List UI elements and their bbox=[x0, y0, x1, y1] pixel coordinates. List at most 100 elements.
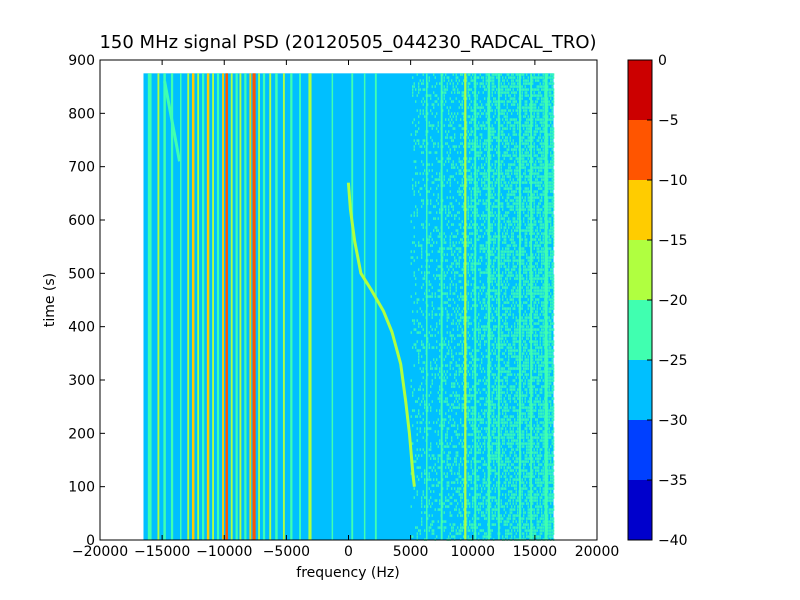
noise-speck bbox=[467, 82, 469, 85]
noise-speck bbox=[485, 157, 487, 160]
noise-speck bbox=[473, 211, 475, 214]
noise-speck bbox=[503, 259, 505, 262]
noise-speck bbox=[508, 220, 510, 223]
noise-speck bbox=[509, 532, 511, 535]
noise-speck bbox=[434, 373, 436, 376]
noise-speck bbox=[445, 208, 447, 211]
noise-speck bbox=[505, 520, 507, 523]
noise-speck bbox=[448, 154, 450, 157]
noise-speck bbox=[496, 391, 498, 394]
noise-speck bbox=[437, 454, 439, 457]
noise-speck bbox=[509, 460, 511, 463]
noise-speck bbox=[446, 295, 448, 298]
noise-speck bbox=[526, 73, 528, 76]
noise-speck bbox=[526, 346, 528, 349]
noise-speck bbox=[523, 511, 525, 514]
noise-speck bbox=[511, 430, 513, 433]
noise-speck bbox=[517, 457, 519, 460]
noise-speck bbox=[496, 283, 498, 286]
noise-speck bbox=[494, 496, 496, 499]
noise-speck bbox=[463, 241, 465, 244]
noise-speck bbox=[482, 76, 484, 79]
noise-speck bbox=[524, 400, 526, 403]
noise-speck bbox=[503, 151, 505, 154]
noise-speck bbox=[431, 139, 433, 142]
noise-speck bbox=[446, 313, 448, 316]
noise-speck bbox=[476, 238, 478, 241]
noise-speck bbox=[445, 418, 447, 421]
noise-speck bbox=[470, 322, 472, 325]
noise-speck bbox=[430, 109, 432, 112]
noise-speck bbox=[506, 466, 508, 469]
noise-speck bbox=[508, 133, 510, 136]
noise-speck bbox=[478, 445, 480, 448]
noise-speck bbox=[482, 202, 484, 205]
noise-speck bbox=[524, 343, 526, 346]
noise-speck bbox=[443, 379, 445, 382]
noise-speck bbox=[457, 406, 459, 409]
noise-speck bbox=[457, 304, 459, 307]
noise-speck bbox=[431, 328, 433, 331]
noise-speck bbox=[451, 214, 453, 217]
noise-speck bbox=[521, 124, 523, 127]
noise-speck bbox=[503, 103, 505, 106]
noise-speck bbox=[526, 364, 528, 367]
noise-speck bbox=[509, 121, 511, 124]
noise-speck bbox=[484, 487, 486, 490]
noise-speck bbox=[503, 523, 505, 526]
noise-speck bbox=[523, 106, 525, 109]
noise-speck bbox=[472, 526, 474, 529]
noise-speck bbox=[466, 397, 468, 400]
noise-speck bbox=[421, 265, 423, 268]
noise-speck bbox=[446, 457, 448, 460]
noise-speck bbox=[521, 403, 523, 406]
noise-speck bbox=[431, 529, 433, 532]
noise-speck bbox=[469, 205, 471, 208]
noise-speck bbox=[502, 325, 504, 328]
noise-speck bbox=[461, 91, 463, 94]
noise-speck bbox=[463, 526, 465, 529]
noise-speck bbox=[515, 283, 517, 286]
noise-speck bbox=[482, 106, 484, 109]
noise-speck bbox=[472, 148, 474, 151]
noise-speck bbox=[484, 154, 486, 157]
noise-speck bbox=[496, 460, 498, 463]
noise-speck bbox=[473, 406, 475, 409]
noise-speck bbox=[484, 403, 486, 406]
noise-speck bbox=[503, 121, 505, 124]
noise-speck bbox=[532, 286, 534, 289]
noise-speck bbox=[424, 139, 426, 142]
noise-speck bbox=[500, 385, 502, 388]
noise-speck bbox=[482, 442, 484, 445]
noise-speck bbox=[415, 346, 417, 349]
noise-speck bbox=[416, 526, 418, 529]
noise-speck bbox=[503, 181, 505, 184]
noise-speck bbox=[437, 124, 439, 127]
noise-speck bbox=[458, 487, 460, 490]
noise-speck bbox=[485, 244, 487, 247]
noise-speck bbox=[463, 268, 465, 271]
noise-speck bbox=[449, 523, 451, 526]
noise-speck bbox=[493, 286, 495, 289]
noise-speck bbox=[496, 73, 498, 76]
noise-speck bbox=[422, 436, 424, 439]
noise-speck bbox=[509, 223, 511, 226]
noise-speck bbox=[527, 220, 529, 223]
noise-speck bbox=[529, 196, 531, 199]
noise-speck bbox=[485, 484, 487, 487]
noise-speck bbox=[437, 142, 439, 145]
noise-speck bbox=[523, 160, 525, 163]
noise-speck bbox=[508, 244, 510, 247]
noise-speck bbox=[454, 148, 456, 151]
noise-speck bbox=[514, 211, 516, 214]
noise-speck bbox=[517, 472, 519, 475]
noise-speck bbox=[493, 235, 495, 238]
noise-speck bbox=[460, 319, 462, 322]
noise-speck bbox=[527, 412, 529, 415]
noise-speck bbox=[472, 529, 474, 532]
noise-speck bbox=[473, 76, 475, 79]
noise-speck bbox=[473, 412, 475, 415]
noise-speck bbox=[512, 484, 514, 487]
noise-speck bbox=[529, 205, 531, 208]
noise-speck bbox=[503, 370, 505, 373]
